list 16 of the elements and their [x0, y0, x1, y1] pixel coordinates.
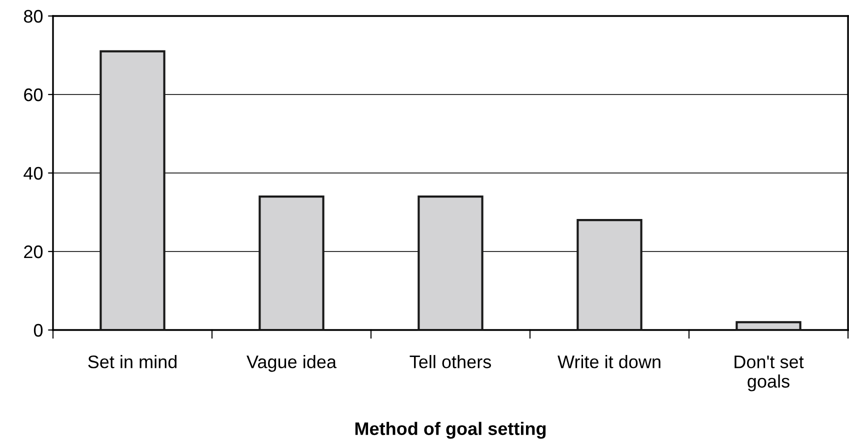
x-tick-label: Write it down	[558, 355, 660, 368]
x-tick-label: Set in mind	[88, 355, 176, 368]
y-tick-label: 60	[24, 88, 43, 102]
x-tick-label: Tell others	[410, 355, 491, 368]
x-tick-label: Vague idea	[246, 355, 337, 372]
y-tick-label: 80	[24, 10, 43, 23]
y-tick-label: 0	[34, 324, 43, 337]
bar	[736, 321, 802, 330]
x-tick-label: Don't set goals	[734, 356, 804, 392]
bar	[258, 196, 324, 330]
bar	[100, 50, 166, 330]
x-axis-title: Method of goal setting	[355, 422, 546, 439]
bar	[418, 196, 484, 330]
y-tick-label: 40	[24, 166, 43, 180]
y-tick-label: 20	[24, 245, 43, 258]
bar	[576, 219, 642, 330]
